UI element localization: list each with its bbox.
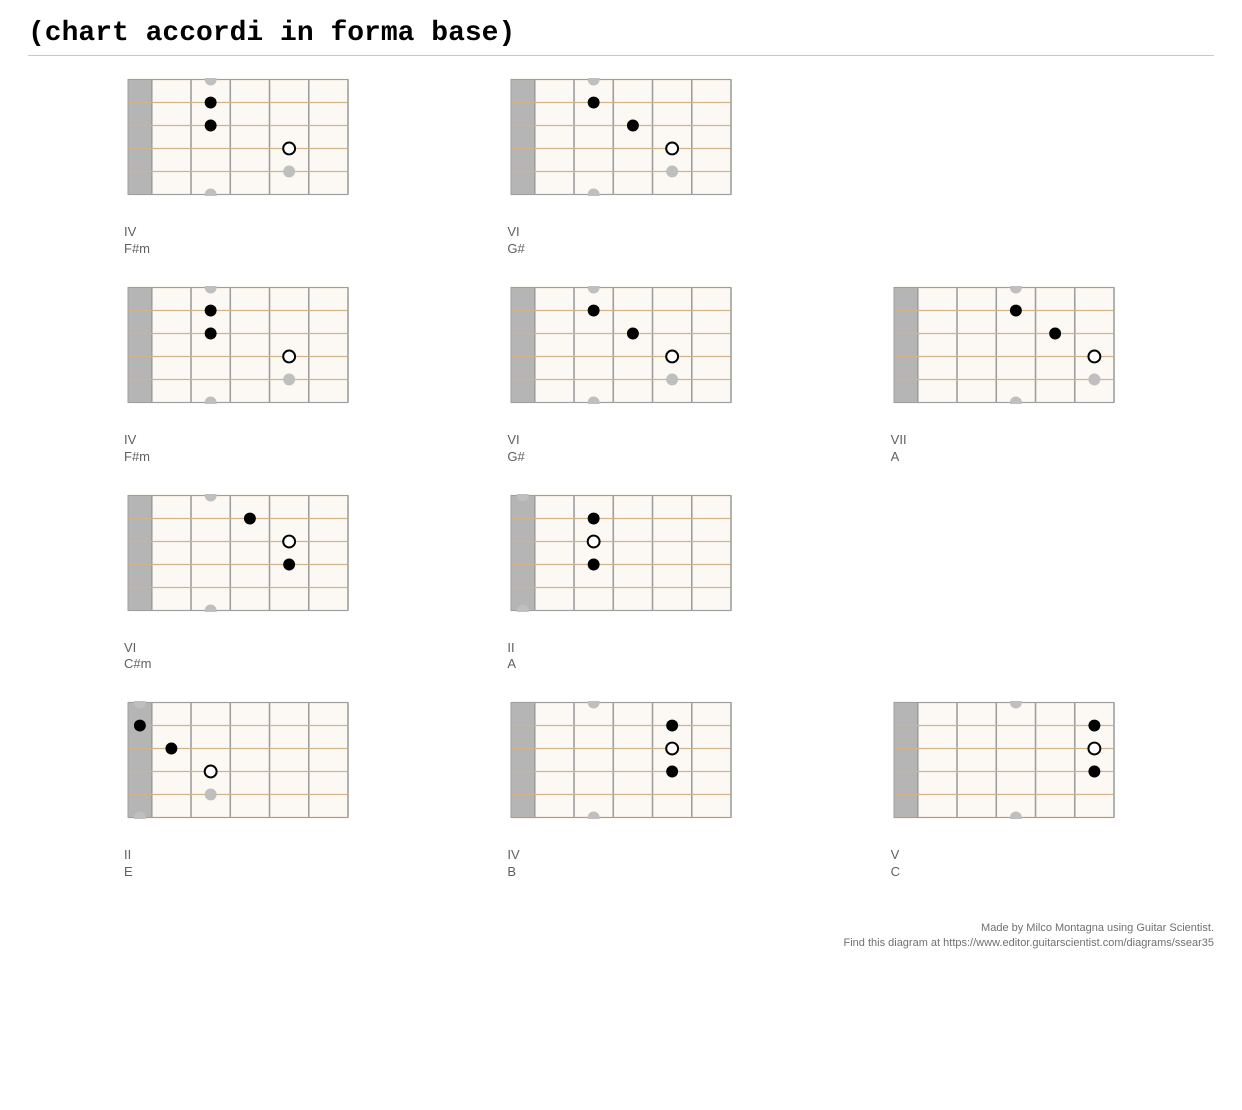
- chord-roman: V: [891, 847, 900, 864]
- chord-name: G#: [507, 449, 524, 466]
- chord-cell: IIA: [449, 494, 792, 674]
- chord-diagram: [449, 286, 792, 404]
- chord-labels: VIG#: [449, 432, 524, 466]
- footer: Made by Milco Montagna using Guitar Scie…: [28, 921, 1214, 951]
- chord-labels: VC: [833, 847, 900, 881]
- chord-roman: VII: [891, 432, 907, 449]
- chord-diagram: [449, 494, 792, 612]
- chord-cell: [833, 494, 1176, 674]
- chord-diagram: [66, 494, 409, 612]
- chord-diagram: [66, 286, 409, 404]
- chord-diagram: [833, 701, 1176, 819]
- title-rule: [28, 55, 1214, 56]
- chord-cell: VC: [833, 701, 1176, 881]
- chord-labels: IVF#m: [66, 224, 150, 258]
- chord-roman: IV: [124, 432, 150, 449]
- chord-roman: II: [124, 847, 133, 864]
- footer-line-1: Made by Milco Montagna using Guitar Scie…: [28, 921, 1214, 936]
- chord-name: E: [124, 864, 133, 881]
- chord-labels: VIG#: [449, 224, 524, 258]
- chord-labels: IIE: [66, 847, 133, 881]
- chord-name: C#m: [124, 656, 151, 673]
- chord-name: G#: [507, 241, 524, 258]
- chord-labels: IIA: [449, 640, 516, 674]
- chord-name: F#m: [124, 449, 150, 466]
- chord-diagram: [833, 286, 1176, 404]
- chord-roman: II: [507, 640, 516, 657]
- chord-cell: [833, 78, 1176, 258]
- chord-diagram: [66, 701, 409, 819]
- chord-labels: IVB: [449, 847, 519, 881]
- chord-cell: IVF#m: [66, 286, 409, 466]
- chord-cell: VIG#: [449, 286, 792, 466]
- chord-labels: VIC#m: [66, 640, 151, 674]
- chord-name: A: [507, 656, 516, 673]
- chord-cell: IVB: [449, 701, 792, 881]
- chord-roman: IV: [507, 847, 519, 864]
- chord-roman: VI: [507, 224, 524, 241]
- chord-roman: IV: [124, 224, 150, 241]
- chord-name: A: [891, 449, 907, 466]
- chord-diagram: [449, 701, 792, 819]
- chord-cell: VIG#: [449, 78, 792, 258]
- chord-name: C: [891, 864, 900, 881]
- chord-labels: VIIA: [833, 432, 907, 466]
- chord-name: F#m: [124, 241, 150, 258]
- chord-diagram: [449, 78, 792, 196]
- chord-cell: VIC#m: [66, 494, 409, 674]
- chord-cell: IVF#m: [66, 78, 409, 258]
- page-title: (chart accordi in forma base): [28, 18, 1214, 49]
- footer-line-2: Find this diagram at https://www.editor.…: [28, 936, 1214, 951]
- chord-diagram: [66, 78, 409, 196]
- chord-labels: IVF#m: [66, 432, 150, 466]
- chord-cell: VIIA: [833, 286, 1176, 466]
- chord-name: B: [507, 864, 519, 881]
- chord-cell: IIE: [66, 701, 409, 881]
- chord-roman: VI: [507, 432, 524, 449]
- chord-grid: IVF#mVIG#IVF#mVIG#VIIAVIC#mIIAIIEIVBVC: [66, 78, 1176, 881]
- chord-roman: VI: [124, 640, 151, 657]
